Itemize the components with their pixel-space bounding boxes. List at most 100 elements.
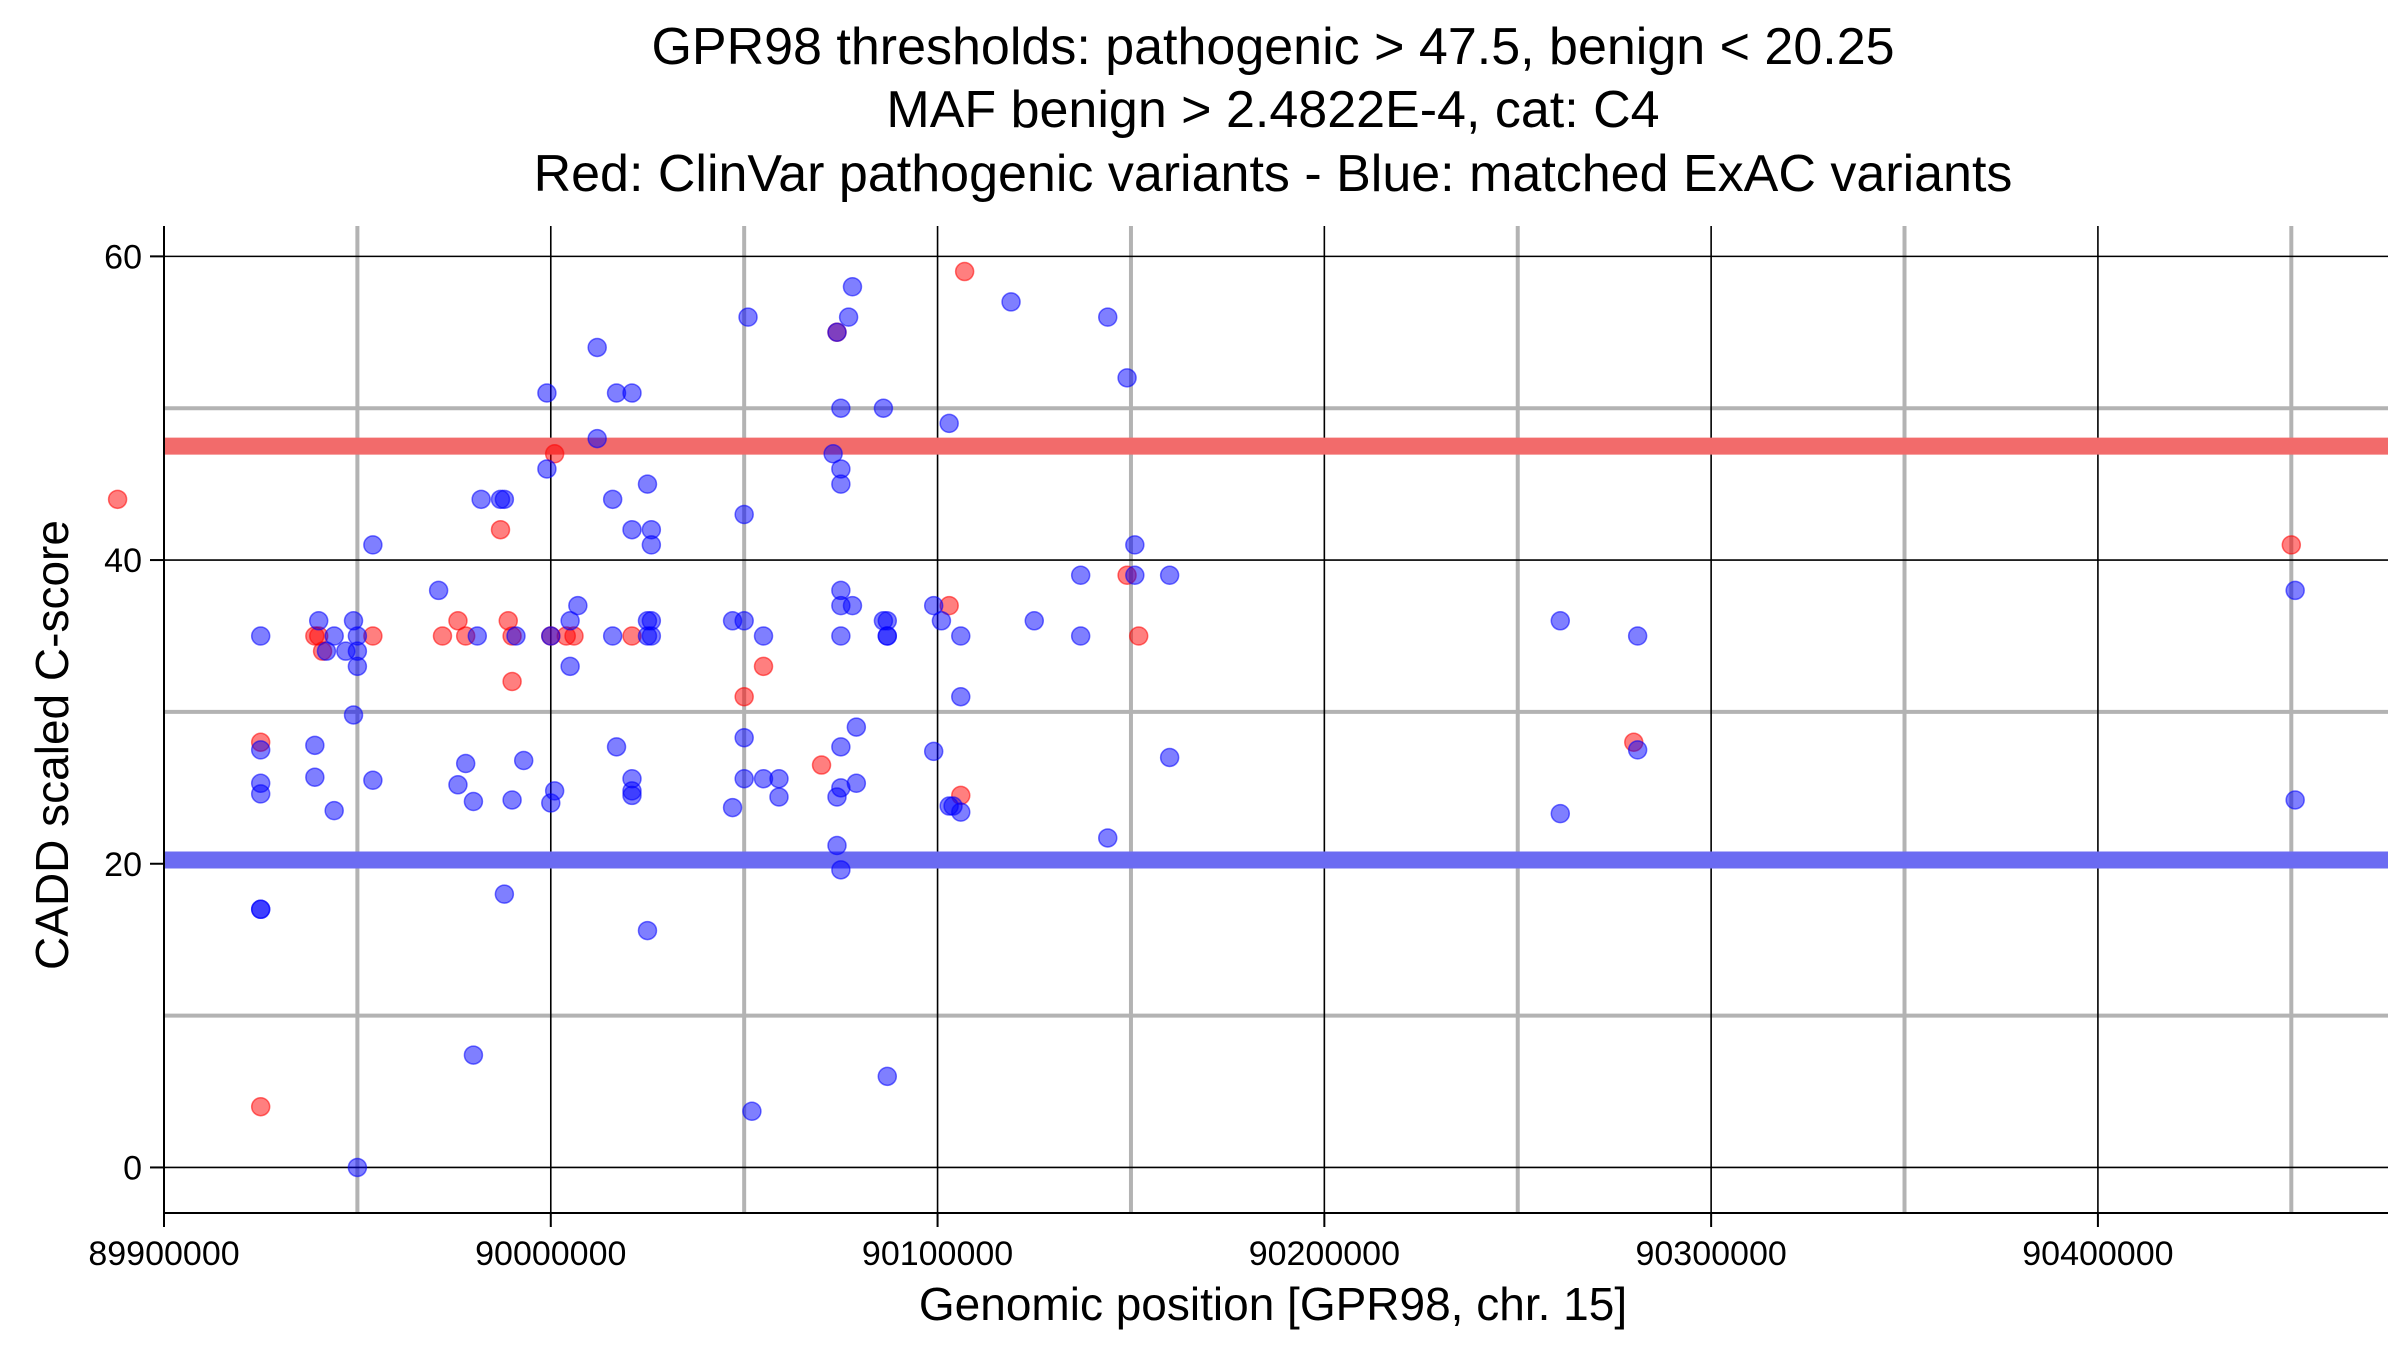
minor-gridlines xyxy=(164,226,2388,1213)
exac-point xyxy=(467,626,488,646)
exac-point xyxy=(2285,580,2305,601)
exac-point xyxy=(537,383,557,403)
exac-point xyxy=(2285,790,2305,810)
exac-point xyxy=(541,626,561,646)
exac-point xyxy=(831,860,851,880)
x-tick-label: 90400000 xyxy=(2022,1235,2173,1273)
clinvar-point xyxy=(544,444,565,464)
exac-point xyxy=(1097,307,1118,327)
exac-point xyxy=(831,626,851,646)
exac-point xyxy=(587,428,607,449)
chart-title: GPR98 thresholds: pathogenic > 47.5, ben… xyxy=(534,18,2013,203)
x-tick-label: 90200000 xyxy=(1249,1235,1400,1273)
clinvar-point xyxy=(2281,535,2302,555)
exac-point xyxy=(1117,368,1137,388)
exac-point xyxy=(742,1101,762,1122)
exac-point xyxy=(931,611,952,631)
exac-point xyxy=(831,474,851,494)
exac-point xyxy=(769,787,789,807)
y-tick-label: 40 xyxy=(104,542,142,580)
exac-point xyxy=(951,686,971,707)
axes xyxy=(163,226,2388,1214)
exac-point xyxy=(506,626,526,646)
exac-point xyxy=(347,1157,368,1178)
exac-point xyxy=(1097,828,1118,848)
exac-point xyxy=(363,770,383,790)
exac-point xyxy=(324,626,344,646)
exac-point xyxy=(637,920,658,941)
exac-point xyxy=(1159,747,1180,768)
exac-point xyxy=(951,626,971,646)
clinvar-point xyxy=(954,261,975,282)
exac-point xyxy=(1024,611,1045,631)
exac-point xyxy=(305,735,325,756)
clinvar-point xyxy=(490,519,511,540)
clinvar-point xyxy=(448,611,468,631)
exac-point xyxy=(846,717,867,737)
x-tick-label: 90300000 xyxy=(1635,1235,1786,1273)
clinvar-point xyxy=(811,755,832,775)
exac-point xyxy=(842,276,863,297)
exac-point xyxy=(250,740,271,760)
x-tick-label: 90100000 xyxy=(862,1235,1013,1273)
exac-point xyxy=(1070,626,1091,646)
exac-point xyxy=(637,474,658,494)
exac-point xyxy=(734,768,754,789)
exac-point xyxy=(622,383,642,403)
exac-point xyxy=(602,626,623,646)
x-tick-label: 90000000 xyxy=(475,1235,626,1273)
exac-point xyxy=(428,580,449,601)
data-points xyxy=(107,261,2305,1178)
exac-point xyxy=(471,489,491,510)
x-axis-label: Genomic position [GPR98, chr. 15] xyxy=(919,1278,1627,1330)
exac-point xyxy=(316,641,337,661)
exac-point xyxy=(502,790,522,810)
y-axis-label: CADD scaled C-score xyxy=(26,520,78,970)
clinvar-point xyxy=(250,1096,271,1117)
exac-point xyxy=(343,705,364,725)
exac-point xyxy=(250,626,271,646)
exac-point xyxy=(722,797,743,818)
exac-point xyxy=(951,802,971,822)
exac-point xyxy=(831,398,851,418)
y-axis-ticks: 0 20 40 60 xyxy=(104,238,164,1187)
exac-point xyxy=(513,750,534,771)
exac-point xyxy=(734,504,754,525)
exac-point xyxy=(250,899,271,920)
exac-point xyxy=(347,656,368,677)
exac-point xyxy=(568,595,588,616)
exac-point xyxy=(305,767,325,787)
exac-point xyxy=(1159,565,1180,585)
exac-point xyxy=(463,1045,484,1065)
exac-point xyxy=(877,626,898,646)
exac-point xyxy=(463,791,484,812)
exac-point xyxy=(1125,565,1145,585)
clinvar-point xyxy=(432,626,453,646)
chart-title-line-2: MAF benign > 2.4822E-4, cat: C4 xyxy=(886,81,1659,139)
exac-point xyxy=(308,611,329,631)
exac-point xyxy=(494,884,515,904)
clinvar-point xyxy=(734,686,754,707)
clinvar-point xyxy=(753,656,774,677)
exac-point xyxy=(734,611,754,631)
exac-point xyxy=(1550,803,1571,824)
exac-point xyxy=(606,737,627,757)
exac-point xyxy=(560,656,580,677)
exac-point xyxy=(838,307,859,327)
y-tick-label: 60 xyxy=(104,238,142,276)
exac-point xyxy=(753,626,774,646)
exac-point xyxy=(923,741,944,762)
exac-point xyxy=(324,800,344,821)
clinvar-point xyxy=(502,671,522,692)
exac-point xyxy=(1070,565,1091,585)
exac-point xyxy=(1627,626,1648,646)
exac-point xyxy=(1550,611,1571,631)
exac-point xyxy=(827,835,847,856)
exac-point xyxy=(877,1066,898,1087)
exac-point xyxy=(842,595,863,616)
exac-point xyxy=(250,784,271,804)
exac-point xyxy=(622,785,642,806)
exac-point xyxy=(738,307,758,327)
major-gridlines xyxy=(163,226,2388,1213)
